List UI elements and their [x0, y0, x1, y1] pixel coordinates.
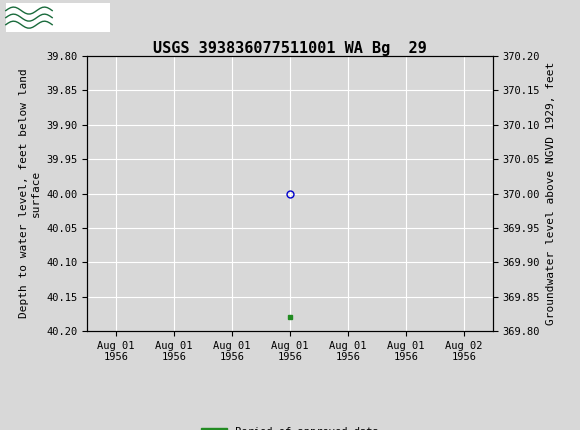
Text: USGS: USGS — [58, 10, 105, 25]
Y-axis label: Groundwater level above NGVD 1929, feet: Groundwater level above NGVD 1929, feet — [546, 62, 556, 325]
Text: USGS 393836077511001 WA Bg  29: USGS 393836077511001 WA Bg 29 — [153, 41, 427, 56]
Bar — [6, 3, 110, 32]
Legend: Period of approved data: Period of approved data — [197, 423, 383, 430]
Y-axis label: Depth to water level, feet below land
surface: Depth to water level, feet below land su… — [19, 69, 41, 318]
